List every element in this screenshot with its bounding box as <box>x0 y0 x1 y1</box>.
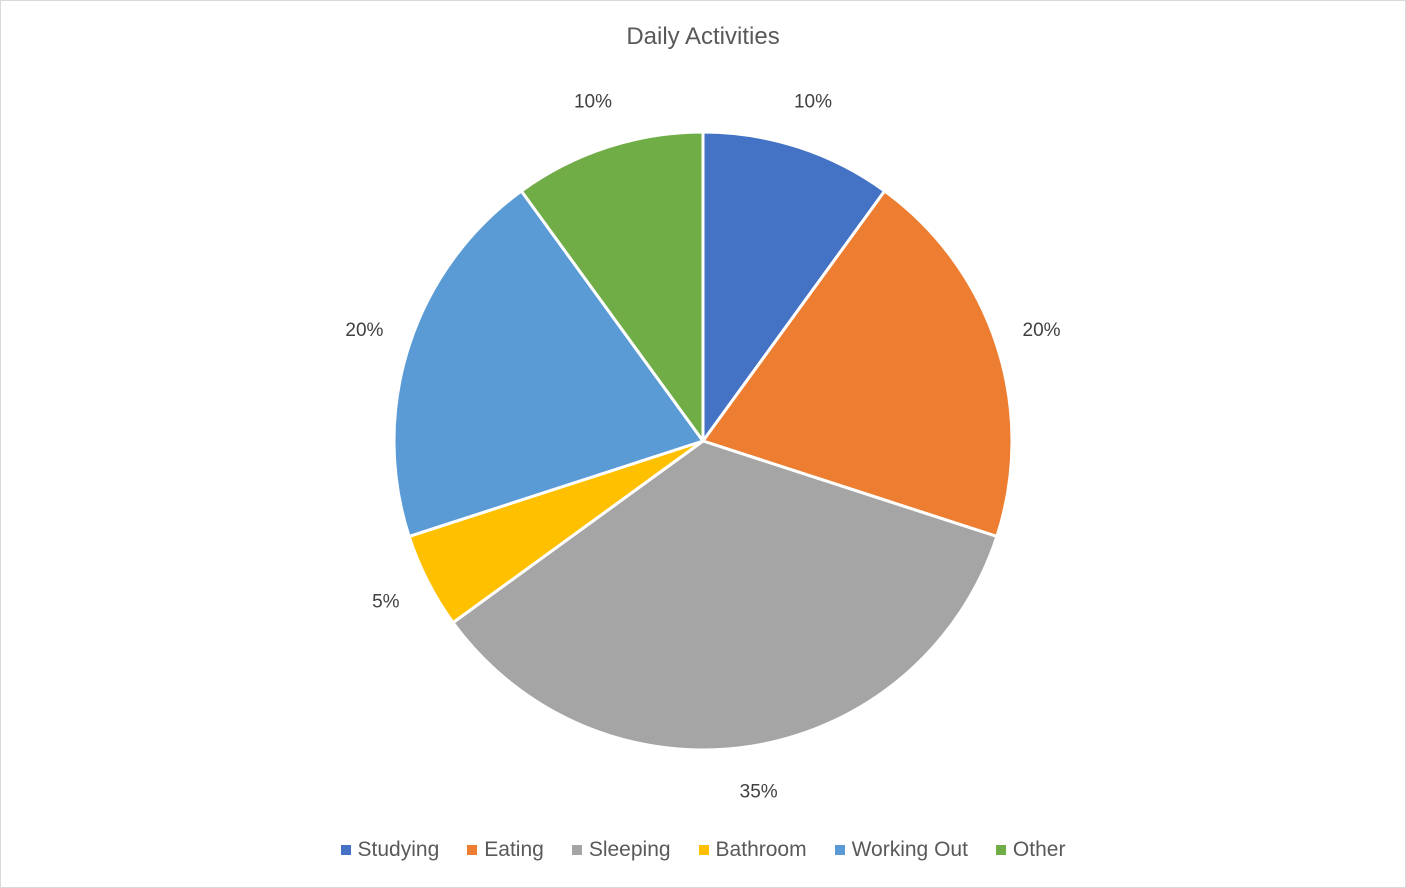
legend-item-studying: Studying <box>340 838 440 862</box>
pie-slices <box>392 130 1014 752</box>
pie-slice-other <box>519 130 705 443</box>
data-label-studying: 10% <box>794 91 832 112</box>
legend-item-working-out: Working Out <box>834 838 968 862</box>
legend-swatch <box>834 845 845 855</box>
legend-label: Other <box>1012 838 1066 861</box>
data-label-eating: 20% <box>1023 320 1061 341</box>
legend-label: Bathroom <box>715 838 807 861</box>
legend-label: Working Out <box>851 838 968 861</box>
legend-swatch <box>467 845 478 855</box>
pie-slice-working-out <box>392 189 705 538</box>
data-label-sleeping: 35% <box>740 782 778 803</box>
pie-slice-sleeping <box>451 439 999 752</box>
legend-swatch <box>995 845 1006 855</box>
pie-slice-studying <box>701 130 887 443</box>
legend-swatch <box>340 845 351 855</box>
data-label-working-out: 20% <box>345 320 383 341</box>
legend-swatch <box>571 845 582 855</box>
legend-label: Studying <box>357 838 440 861</box>
data-labels: 10% 20% 35% 5% 20% 10% <box>345 91 1060 802</box>
pie-slice-eating <box>701 189 1014 538</box>
legend-label: Eating <box>484 838 544 861</box>
legend: Studying Eating Sleeping Bathroom Workin… <box>0 834 1406 866</box>
data-label-bathroom: 5% <box>372 592 400 613</box>
chart-title: Daily Activities <box>626 23 779 50</box>
data-label-other: 10% <box>574 91 612 112</box>
legend-item-other: Other <box>995 838 1066 862</box>
legend-item-bathroom: Bathroom <box>698 838 807 862</box>
legend-item-sleeping: Sleeping <box>571 838 671 862</box>
legend-swatch <box>698 845 709 855</box>
legend-label: Sleeping <box>588 838 671 861</box>
legend-item-eating: Eating <box>467 838 544 862</box>
